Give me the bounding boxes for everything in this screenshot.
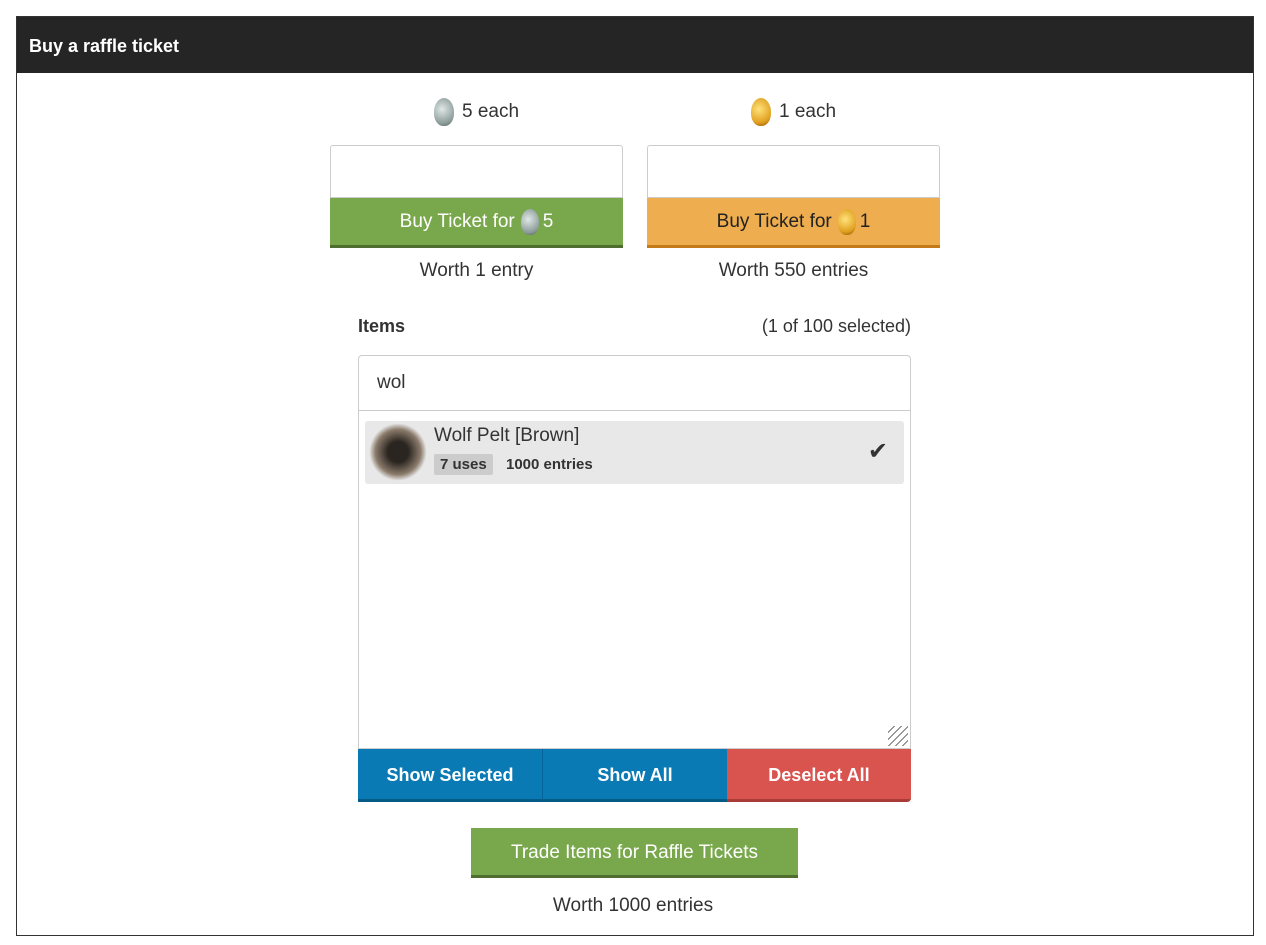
trade-worth: Worth 1000 entries (552, 895, 714, 916)
silver-cone-icon (520, 208, 539, 235)
deselect-all-button[interactable]: Deselect All (727, 749, 911, 802)
items-list-box: wol Wolf Pelt [Brown] 7 uses 1000 entrie… (358, 355, 911, 749)
gold-amount: 1 (859, 211, 871, 232)
trade-items-button[interactable]: Trade Items for Raffle Tickets (471, 828, 798, 878)
checkmark-icon: ✔ (867, 438, 888, 465)
gold-worth: Worth 550 entries (718, 260, 869, 281)
gold-cone-icon (837, 208, 856, 235)
list-item[interactable]: Wolf Pelt [Brown] 7 uses 1000 entries ✔ (365, 421, 904, 484)
selected-count: (1 of 100 selected) (761, 316, 911, 336)
silver-worth: Worth 1 entry (419, 260, 534, 281)
raffle-panel: Buy a raffle ticket (16, 16, 1254, 936)
buy-gold-button[interactable]: Buy Ticket for 1 (647, 198, 940, 248)
item-entries: 1000 entries (506, 456, 593, 473)
gold-price: 1 each (778, 101, 837, 122)
item-name: Wolf Pelt [Brown] (434, 425, 580, 446)
gold-cone-icon (750, 97, 771, 126)
silver-quantity-input[interactable] (330, 145, 623, 198)
gold-quantity-input[interactable] (647, 145, 940, 198)
gold-column: 1 each Buy Ticket for 1 Worth 550 entries (647, 97, 940, 282)
items-section: Items (1 of 100 selected) wol Wolf Pelt [… (358, 310, 911, 802)
buy-gold-label: Buy Ticket for (716, 211, 832, 232)
silver-price: 5 each (461, 101, 520, 122)
buy-silver-button[interactable]: Buy Ticket for 5 (330, 198, 623, 248)
wolf-pelt-icon (369, 423, 427, 481)
silver-column: 5 each Buy Ticket for 5 Worth 1 entry (330, 97, 623, 282)
resize-handle[interactable] (888, 726, 908, 746)
show-selected-button[interactable]: Show Selected (358, 749, 543, 802)
panel-title: Buy a raffle ticket (17, 17, 1253, 73)
items-label: Items (358, 316, 406, 336)
show-all-button[interactable]: Show All (543, 749, 727, 802)
item-search-input[interactable]: wol (359, 356, 910, 411)
buy-silver-label: Buy Ticket for (399, 211, 515, 232)
uses-badge: 7 uses (434, 454, 493, 475)
silver-cone-icon (433, 97, 454, 126)
silver-amount: 5 (542, 211, 554, 232)
